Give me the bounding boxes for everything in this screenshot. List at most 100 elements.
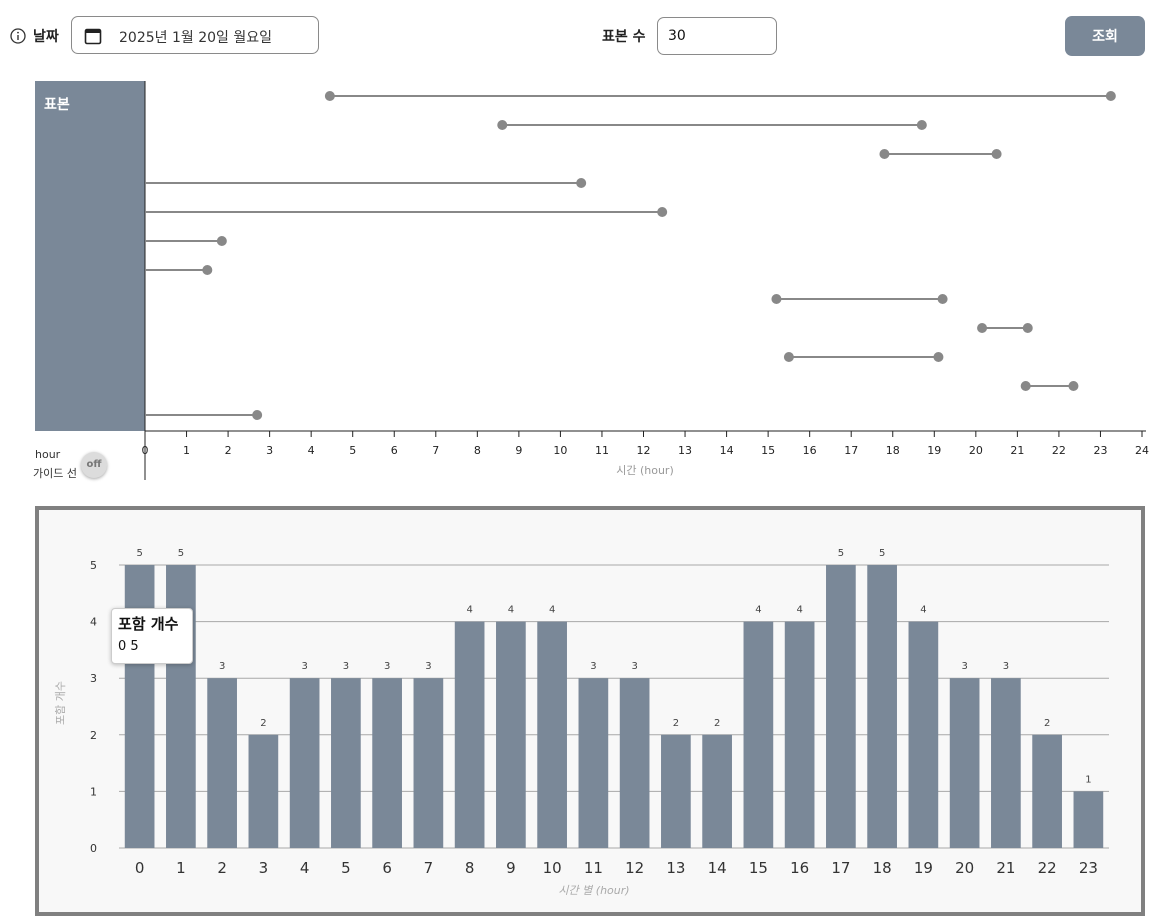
interval-end-point <box>1068 381 1079 391</box>
x-tick-label: 17 <box>831 859 850 877</box>
toolbar: 날짜 2025년 1월 20일 월요일 표본 수 조회 <box>0 0 1171 70</box>
interval-end-point <box>916 120 927 130</box>
bar[interactable] <box>784 621 815 848</box>
bar[interactable] <box>454 621 485 848</box>
bar[interactable] <box>908 621 939 848</box>
bar[interactable] <box>1073 791 1104 848</box>
bar-value-label: 4 <box>549 605 555 616</box>
timeline-tick-label: 8 <box>474 444 481 457</box>
x-tick-label: 9 <box>506 859 516 877</box>
bar[interactable] <box>991 678 1021 848</box>
bar[interactable] <box>743 621 774 848</box>
info-icon[interactable] <box>10 28 26 44</box>
query-button[interactable]: 조회 <box>1065 16 1145 56</box>
bar-value-label: 2 <box>673 718 679 729</box>
interval-start-point <box>977 323 988 333</box>
tooltip-value: 0 5 <box>118 639 139 654</box>
timeline-tick-label: 10 <box>553 444 567 457</box>
y-tick-label: 0 <box>90 842 97 855</box>
x-tick-label: 13 <box>666 859 685 877</box>
bar[interactable] <box>248 734 279 848</box>
timeline-tick-label: 11 <box>595 444 609 457</box>
bar-value-label: 2 <box>260 718 266 729</box>
bar-value-label: 4 <box>755 605 761 616</box>
x-tick-label: 16 <box>790 859 809 877</box>
x-tick-label: 0 <box>135 859 145 877</box>
hour-label: hour <box>35 448 61 461</box>
x-tick-label: 6 <box>382 859 392 877</box>
x-tick-label: 19 <box>914 859 933 877</box>
calendar-icon[interactable] <box>84 27 102 45</box>
bar-value-label: 3 <box>343 661 349 672</box>
x-tick-label: 21 <box>996 859 1015 877</box>
bar-value-label: 3 <box>219 661 225 672</box>
interval-end-point <box>576 178 587 188</box>
timeline-tick-label: 4 <box>308 444 315 457</box>
interval-end-point <box>991 149 1002 159</box>
x-tick-label: 5 <box>341 859 351 877</box>
bar[interactable] <box>1032 734 1062 848</box>
sample-sidebar <box>35 81 145 431</box>
bar-value-label: 5 <box>136 548 142 559</box>
bar[interactable] <box>949 678 980 848</box>
bar-value-label: 3 <box>961 661 967 672</box>
timeline-tick-label: 23 <box>1093 444 1107 457</box>
bar[interactable] <box>578 678 609 848</box>
timeline-tick-label: 2 <box>225 444 232 457</box>
interval-end-point <box>252 410 263 420</box>
x-tick-label: 1 <box>176 859 186 877</box>
bar[interactable] <box>207 678 237 848</box>
date-label: 날짜 <box>33 29 59 45</box>
interval-start-point <box>497 120 508 130</box>
sample-timeline: 0 1 2 3 4 5 6 7 8 9 10 11 12 13 14 15 16 17 18 19 20 21 22 23 24… <box>0 70 1171 490</box>
y-tick-label: 4 <box>90 616 97 629</box>
date-value: 2025년 1월 20일 월요일 <box>119 30 272 46</box>
bar[interactable] <box>331 678 361 848</box>
bar[interactable] <box>661 734 691 848</box>
bar-value-label: 3 <box>590 661 596 672</box>
bar[interactable] <box>537 621 567 848</box>
timeline-tick-label: 19 <box>927 444 941 457</box>
bar-value-label: 3 <box>1003 661 1009 672</box>
sample-label: 표본 <box>44 97 70 113</box>
interval-start-point <box>783 352 794 362</box>
timeline-svg: 0 1 2 3 4 5 6 7 8 9 10 11 12 13 14 15 16 17 18 19 20 21 22 23 24 <box>35 81 1149 480</box>
bar[interactable] <box>702 734 732 848</box>
x-tick-label: 8 <box>465 859 475 877</box>
date-picker[interactable]: 2025년 1월 20일 월요일 <box>71 16 319 54</box>
x-axis-title: 시간 별 (hour) <box>558 884 630 897</box>
bar[interactable] <box>867 565 897 848</box>
y-axis-title: 포함 개수 <box>54 681 67 725</box>
guide-line-toggle[interactable]: off <box>81 452 107 478</box>
timeline-tick-label: 7 <box>432 444 439 457</box>
x-tick-label: 2 <box>217 859 227 877</box>
x-tick-label: 18 <box>873 859 892 877</box>
bar-value-label: 4 <box>466 605 472 616</box>
interval-end-point <box>216 236 227 246</box>
guide-line-label: 가이드 선 <box>33 467 77 480</box>
sample-count-label: 표본 수 <box>602 29 646 45</box>
timeline-tick-label: 24 <box>1135 444 1149 457</box>
bar-value-label: 3 <box>384 661 390 672</box>
timeline-tick-label: 17 <box>844 444 858 457</box>
y-tick-label: 1 <box>90 785 97 798</box>
bar[interactable] <box>289 678 320 848</box>
bar-tooltip: 포함 개수 0 5 <box>111 608 193 664</box>
x-tick-label: 3 <box>259 859 269 877</box>
y-tick-label: 5 <box>90 559 97 572</box>
bar[interactable] <box>496 621 526 848</box>
interval-end-point <box>933 352 944 362</box>
bar[interactable] <box>619 678 650 848</box>
bar-value-label: 4 <box>796 605 802 616</box>
sample-count-input[interactable] <box>657 17 777 55</box>
timeline-axis-title: 시간 (hour) <box>616 464 674 477</box>
bar-value-label: 4 <box>920 605 926 616</box>
y-tick-label: 3 <box>90 672 97 685</box>
bar[interactable] <box>826 565 856 848</box>
bar[interactable] <box>413 678 444 848</box>
bar[interactable] <box>372 678 402 848</box>
x-tick-label: 7 <box>424 859 434 877</box>
y-tick-label: 2 <box>90 729 97 742</box>
x-tick-label: 10 <box>543 859 562 877</box>
